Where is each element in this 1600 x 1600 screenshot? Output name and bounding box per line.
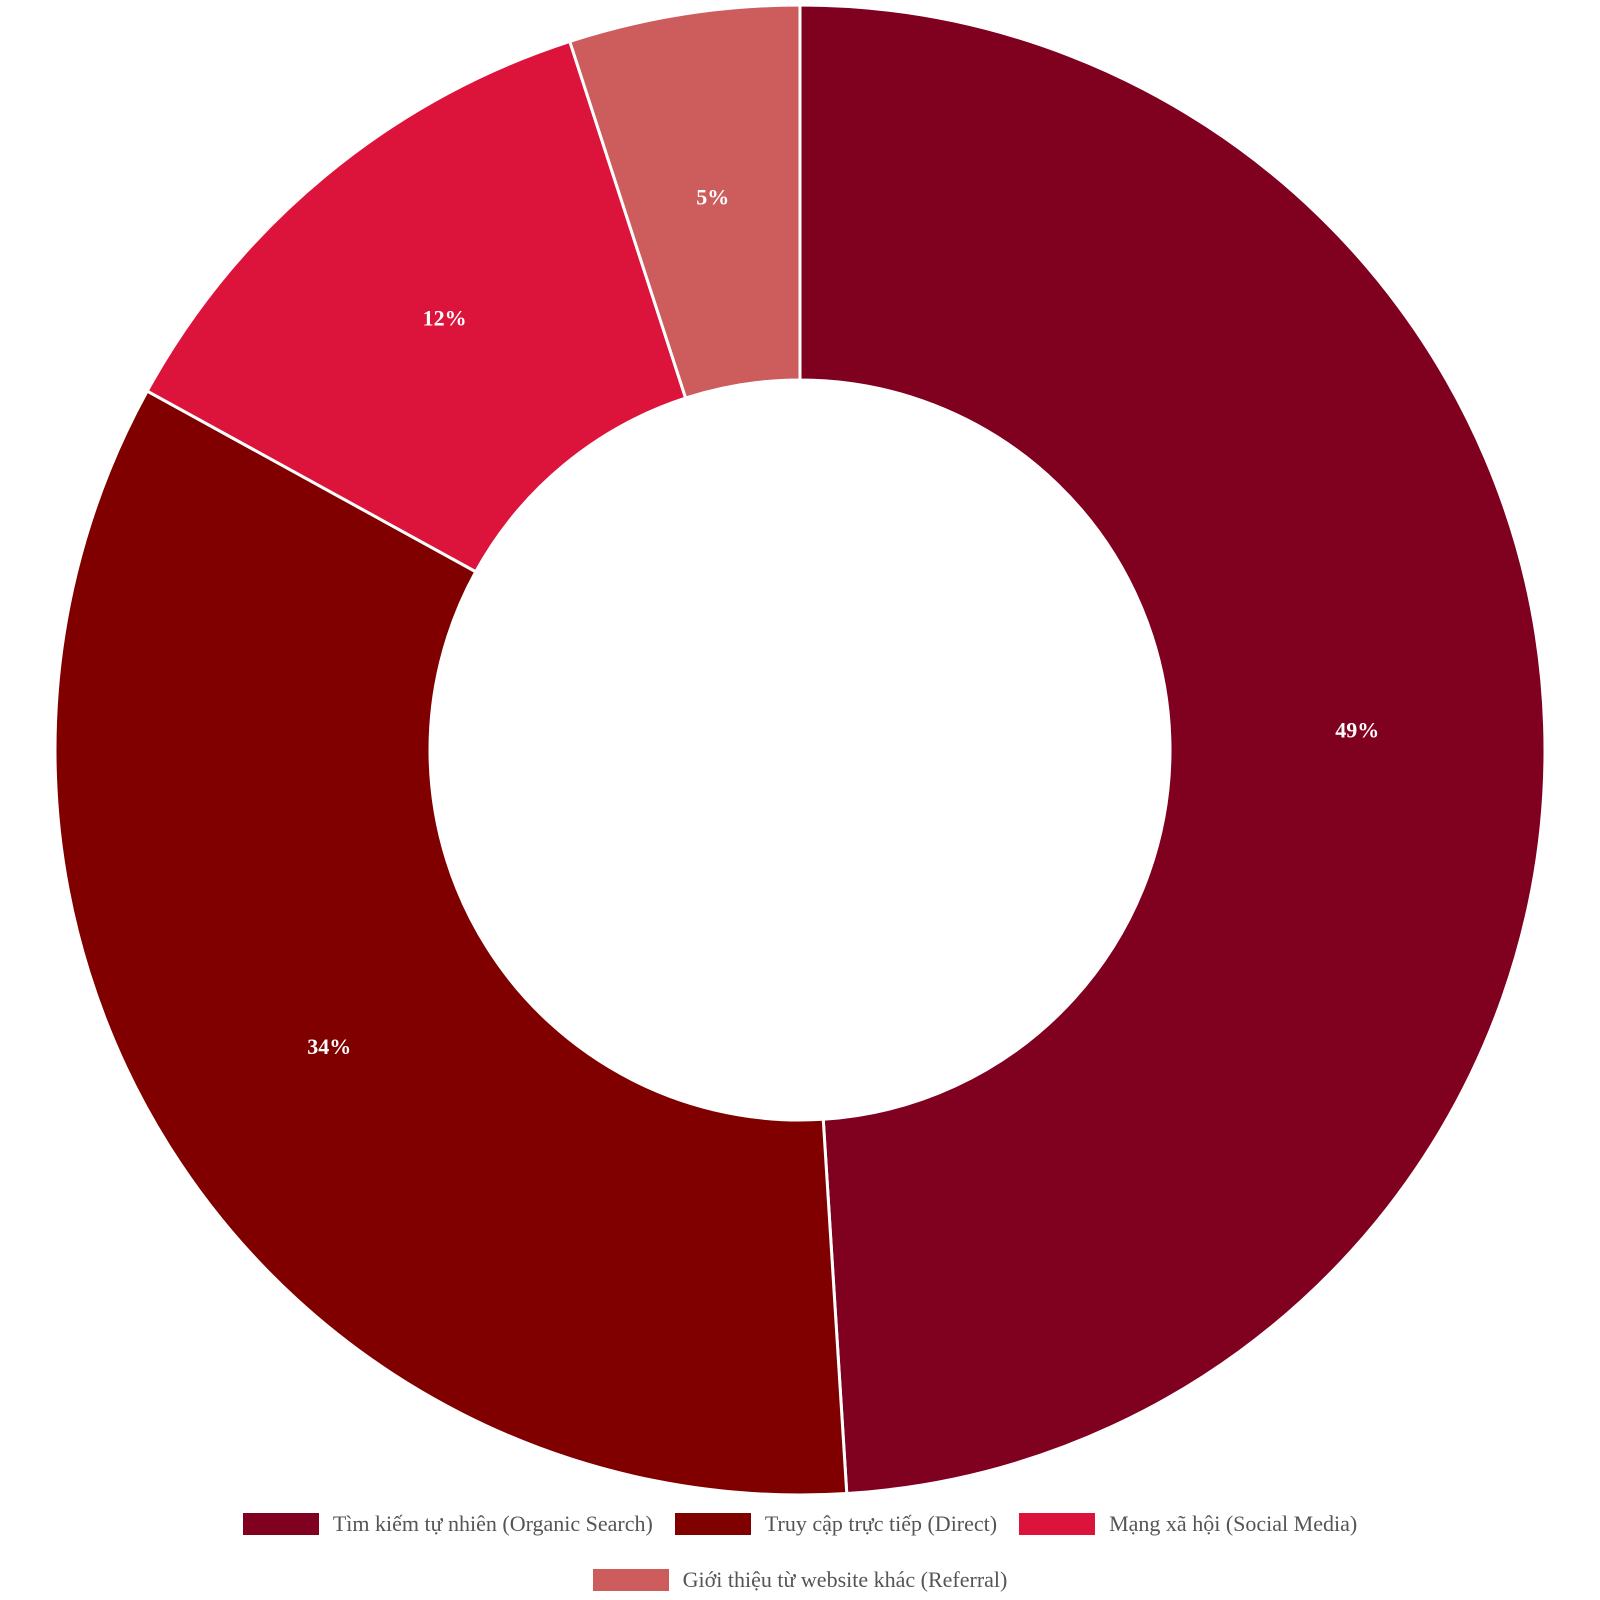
slice-labels-group: 49% 34% 12% 5% — [307, 184, 1379, 1058]
slice-3[interactable] — [145, 39, 688, 574]
legend: Tìm kiếm tự nhiên (Organic Search) Truy c… — [0, 1510, 1600, 1594]
slice-label-4: 5% — [696, 184, 729, 209]
legend-label-3: Mạng xã hội (Social Media) — [1109, 1511, 1358, 1536]
slice-4[interactable] — [567, 3, 802, 400]
slices-group — [53, 3, 1547, 1497]
legend-label-2: Truy cập trực tiếp (Direct) — [764, 1511, 998, 1536]
legend-swatch-1 — [242, 1513, 319, 1535]
slice-label-1: 49% — [1335, 718, 1379, 743]
slice-label-3: 12% — [423, 305, 467, 330]
legend-item-4[interactable]: Giới thiệu từ website khác (Referral) — [592, 1566, 1008, 1594]
legend-item-3[interactable]: Mạng xã hội (Social Media) — [1019, 1510, 1357, 1538]
legend-item-2[interactable]: Truy cập trực tiếp (Direct) — [674, 1510, 998, 1538]
legend-swatch-2 — [674, 1513, 751, 1535]
slice-2[interactable] — [53, 389, 849, 1497]
slice-label-2: 34% — [307, 1034, 351, 1059]
legend-label-4: Giới thiệu từ website khác (Referral) — [682, 1567, 1008, 1592]
slice-1[interactable] — [798, 3, 1547, 1496]
legend-swatch-3 — [1019, 1513, 1096, 1535]
legend-label-1: Tìm kiếm tự nhiên (Organic Search) — [332, 1511, 653, 1536]
legend-item-1[interactable]: Tìm kiếm tự nhiên (Organic Search) — [242, 1510, 653, 1538]
legend-swatch-4 — [592, 1569, 669, 1591]
